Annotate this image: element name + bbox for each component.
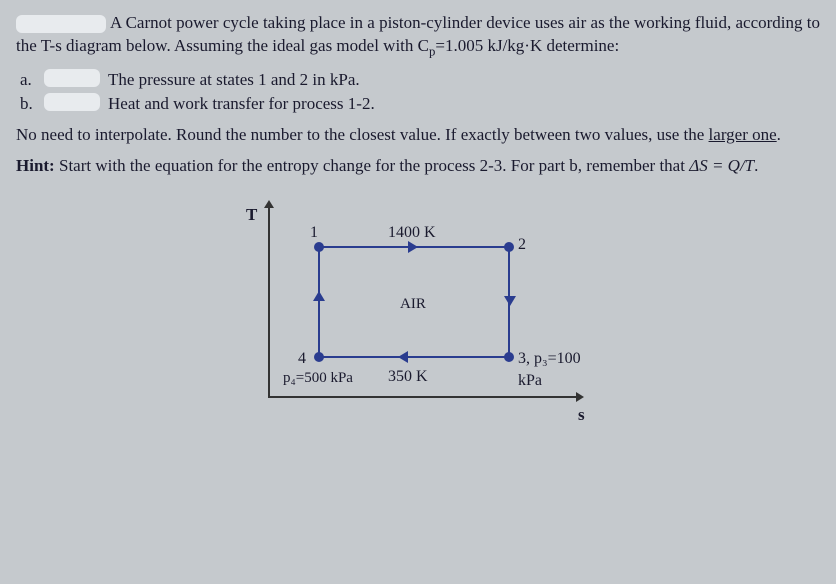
cp-value: =1.005 kJ/kg·K determine: [435,36,619,55]
y-axis [268,206,270,396]
p2-part2: . [777,125,781,144]
label-node-3: 3, p₃=100 kPa [518,348,608,391]
fluid-label: AIR [400,294,426,314]
arrow-23 [504,296,516,306]
item-b-label: b. [20,93,44,116]
label-node-1: 1 [310,222,318,244]
arrow-41 [313,291,325,301]
x-axis-label: s [578,404,585,427]
node-4 [314,352,324,362]
item-a-label: a. [20,69,44,92]
item-b: b. Heat and work transfer for process 1-… [16,93,820,116]
hint-paragraph: Hint: Start with the equation for the en… [16,155,820,178]
hint-eq: ΔS = Q/T [689,156,754,175]
temp-high-label: 1400 K [388,222,436,244]
problem-statement: A Carnot power cycle taking place in a p… [16,12,820,61]
hint-part2: . [754,156,758,175]
label-node-4: 4 [298,348,306,370]
cycle-line-left [318,246,320,358]
redaction-a [44,69,100,87]
p4-label: p₄=500 kPa [283,368,353,388]
item-a: a. The pressure at states 1 and 2 in kPa… [16,69,820,92]
node-2 [504,242,514,252]
p2-underline: larger one [709,125,777,144]
instruction-paragraph: No need to interpolate. Round the number… [16,124,820,147]
ts-diagram: T s 1 2 3, p₃=100 kPa 4 1400 K 350 K AIR… [228,196,608,426]
arrow-34 [398,351,408,363]
label-node-2: 2 [518,234,526,256]
item-a-text: The pressure at states 1 and 2 in kPa. [108,69,360,92]
x-axis [268,396,578,398]
p2-part1: No need to interpolate. Round the number… [16,125,709,144]
node-3 [504,352,514,362]
y-axis-label: T [246,204,257,227]
redaction-title [16,15,106,33]
problem-text-1: A Carnot power cycle taking place in a p… [16,13,820,55]
item-b-text: Heat and work transfer for process 1-2. [108,93,375,116]
hint-part1: Start with the equation for the entropy … [55,156,689,175]
temp-low-label: 350 K [388,366,428,388]
cycle-line-bottom [318,356,508,358]
hint-label: Hint: [16,156,55,175]
redaction-b [44,93,100,111]
